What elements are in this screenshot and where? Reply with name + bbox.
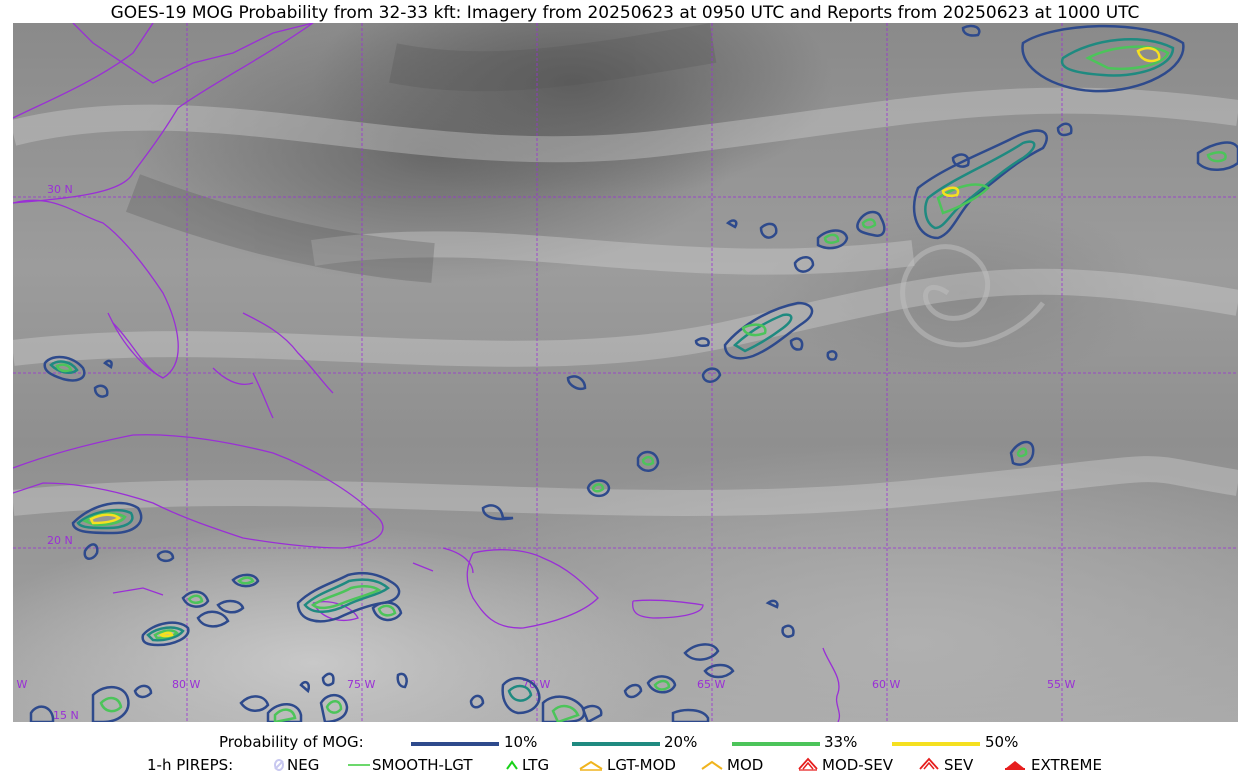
lat-label: 15 N: [53, 709, 79, 722]
coastlines: [13, 23, 841, 722]
legend-swatch-20: [572, 742, 660, 746]
legend-label-10: 10%: [504, 733, 538, 751]
lon-label: 55 W: [1047, 678, 1075, 691]
legend-label-33: 33%: [824, 733, 858, 751]
pirep-label-ltg: LTG: [522, 756, 550, 774]
legend-label-20: 20%: [664, 733, 698, 751]
lat-label: 20 N: [47, 534, 73, 547]
pirep-label-neg: NEG: [287, 756, 320, 774]
lon-label: 75 W: [347, 678, 375, 691]
pirep-label-extreme: EXTREME: [1031, 756, 1102, 774]
legend-label-50: 50%: [985, 733, 1019, 751]
lgt-mod-icon: [579, 760, 603, 771]
pirep-label-mod-sev: MOD-SEV: [822, 756, 893, 774]
probability-legend-label: Probability of MOG:: [219, 733, 364, 751]
pirep-label-lgt-mod: LGT-MOD: [607, 756, 676, 774]
lat-lon-grid: [13, 23, 1238, 722]
legend-swatch-10: [411, 742, 499, 746]
extreme-icon: [1005, 761, 1025, 770]
map-overlay: 30 N 20 N 15 N 85 W 80 W 75 W 70 W 65 W …: [13, 23, 1238, 722]
lon-label: 85 W: [13, 678, 27, 691]
satellite-map: 30 N 20 N 15 N 85 W 80 W 75 W 70 W 65 W …: [13, 23, 1238, 722]
mog-contours: [29, 24, 1238, 722]
ltg-icon: [506, 760, 518, 770]
pirep-label-smooth-lgt: SMOOTH-LGT: [372, 756, 473, 774]
grid-labels: 30 N 20 N 15 N 85 W 80 W 75 W 70 W 65 W …: [13, 183, 1075, 722]
contour-cluster: [961, 24, 1185, 93]
lon-label: 80 W: [172, 678, 200, 691]
pirep-legend-label: 1-h PIREPS:: [147, 756, 234, 774]
lon-label: 65 W: [697, 678, 725, 691]
contour-cluster: [912, 122, 1238, 240]
pirep-label-mod: MOD: [727, 756, 764, 774]
lat-label: 30 N: [47, 183, 73, 196]
cloud-texture: [13, 87, 1238, 516]
mod-icon: [701, 760, 723, 770]
dry-slot: [125, 23, 717, 283]
cyclone-swirl: [900, 244, 1045, 348]
sev-icon: [919, 757, 939, 770]
pirep-label-sev: SEV: [944, 756, 974, 774]
lon-label: 60 W: [872, 678, 900, 691]
mod-sev-icon: [798, 757, 818, 771]
smooth-lgt-icon: [348, 764, 370, 766]
pirep-legend: 1-h PIREPS: NEG SMOOTH-LGT LTG LGT-MOD M…: [0, 756, 1250, 776]
legend-swatch-33: [732, 742, 820, 746]
neg-icon: [274, 759, 284, 771]
map-title: GOES-19 MOG Probability from 32-33 kft: …: [110, 3, 1140, 23]
contour-cluster: [481, 210, 1035, 521]
legend-swatch-50: [892, 742, 980, 746]
probability-legend: Probability of MOG: 10% 20% 33% 50%: [0, 733, 1250, 753]
contour-cluster: [29, 355, 795, 722]
